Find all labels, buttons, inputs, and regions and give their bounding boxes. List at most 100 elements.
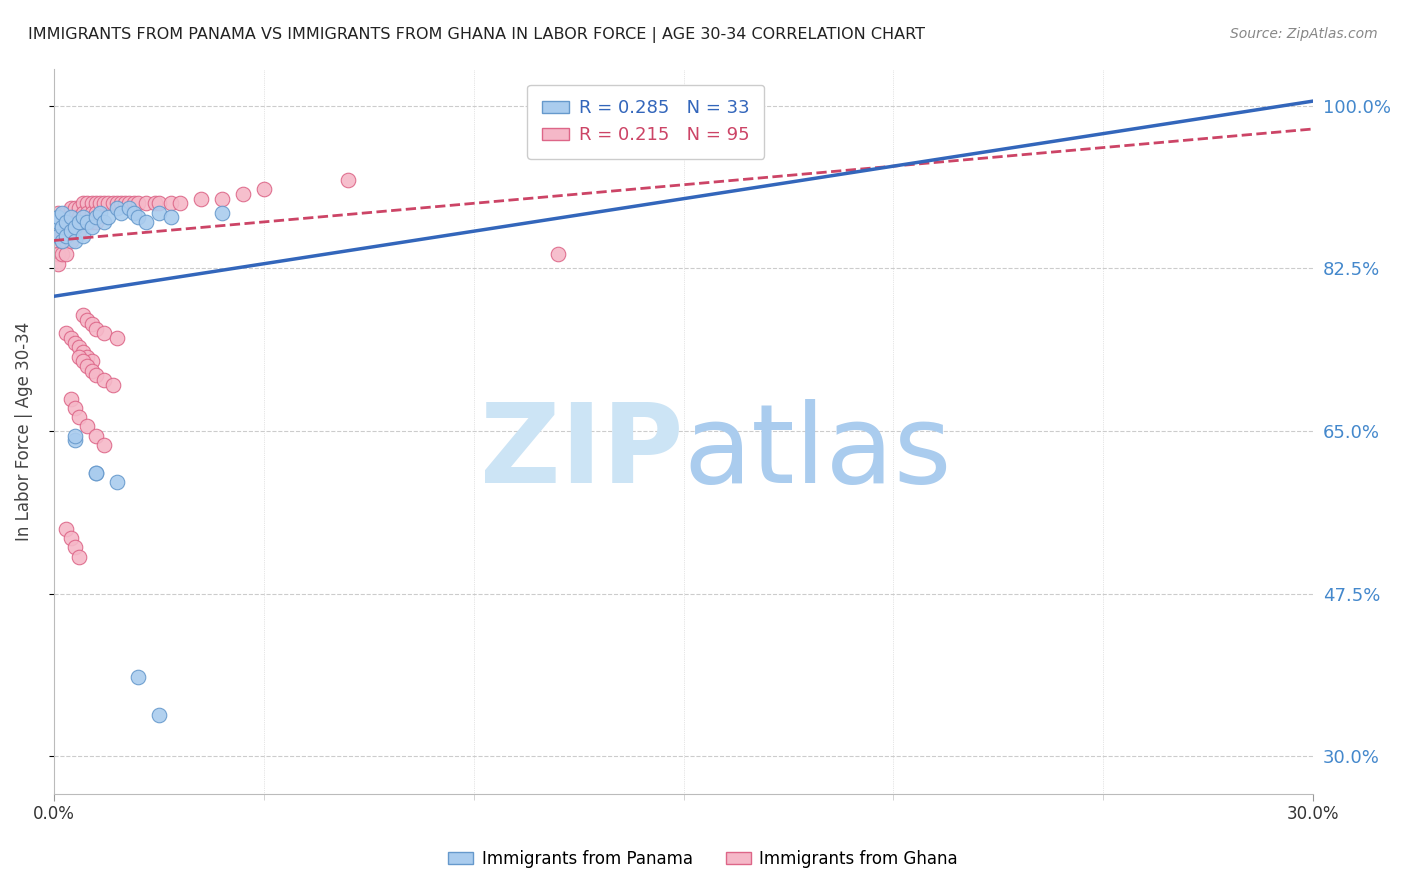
Point [547,247,569,261]
Point [63,215,86,229]
Point [46,215,69,229]
Point [190,192,212,206]
Point [55,228,77,243]
Point [105,475,128,490]
Point [93,326,115,341]
Point [51,224,73,238]
Point [105,201,128,215]
Point [55,326,77,341]
Point [59,224,82,238]
Point [84,211,107,225]
Point [76,359,98,373]
Point [84,466,107,480]
Point [51,205,73,219]
Point [55,215,77,229]
Point [80,364,103,378]
Point [148,205,170,219]
Point [84,429,107,443]
Point [55,215,77,229]
Point [59,211,82,225]
Point [93,438,115,452]
Point [51,219,73,234]
Point [232,187,254,202]
Point [76,196,98,211]
Point [148,196,170,211]
Point [105,196,128,211]
Point [122,205,145,219]
Point [76,205,98,219]
Point [59,531,82,545]
Point [76,215,98,229]
Point [63,234,86,248]
Point [84,466,107,480]
Point [67,350,90,364]
Point [63,224,86,238]
Point [72,211,94,225]
Point [84,322,107,336]
Point [59,331,82,345]
Point [72,215,94,229]
Point [160,196,183,211]
Point [110,196,132,211]
Point [46,205,69,219]
Point [114,196,136,211]
Point [80,354,103,368]
Point [89,205,111,219]
Point [59,234,82,248]
Point [72,345,94,359]
Point [89,196,111,211]
Point [46,211,69,225]
Point [110,205,132,219]
Point [72,354,94,368]
Point [80,219,103,234]
Point [51,234,73,248]
Point [46,215,69,229]
Point [211,205,233,219]
Point [127,670,149,684]
Point [80,205,103,219]
Point [127,196,149,211]
Point [59,392,82,406]
Point [55,522,77,536]
Point [46,228,69,243]
Point [72,196,94,211]
Point [67,410,90,425]
Point [46,247,69,261]
Point [67,224,90,238]
Point [67,215,90,229]
Point [51,215,73,229]
Point [135,215,157,229]
Point [59,215,82,229]
Point [51,247,73,261]
Point [55,234,77,248]
Point [46,257,69,271]
Point [67,549,90,564]
Point [101,377,124,392]
Point [46,211,69,225]
Text: IMMIGRANTS FROM PANAMA VS IMMIGRANTS FROM GHANA IN LABOR FORCE | AGE 30-34 CORRE: IMMIGRANTS FROM PANAMA VS IMMIGRANTS FRO… [28,27,925,43]
Point [55,247,77,261]
Point [105,331,128,345]
Point [76,312,98,326]
Point [93,196,115,211]
Point [46,228,69,243]
Point [55,205,77,219]
Point [135,196,157,211]
Point [169,196,191,211]
Point [63,201,86,215]
Point [143,196,166,211]
Point [76,215,98,229]
Text: ZIP: ZIP [481,400,683,507]
Point [63,211,86,225]
Point [127,211,149,225]
Point [211,192,233,206]
Point [59,224,82,238]
Point [93,215,115,229]
Point [46,234,69,248]
Text: Source: ZipAtlas.com: Source: ZipAtlas.com [1230,27,1378,41]
Point [84,205,107,219]
Point [63,219,86,234]
Point [97,196,120,211]
Point [55,224,77,238]
Point [63,335,86,350]
